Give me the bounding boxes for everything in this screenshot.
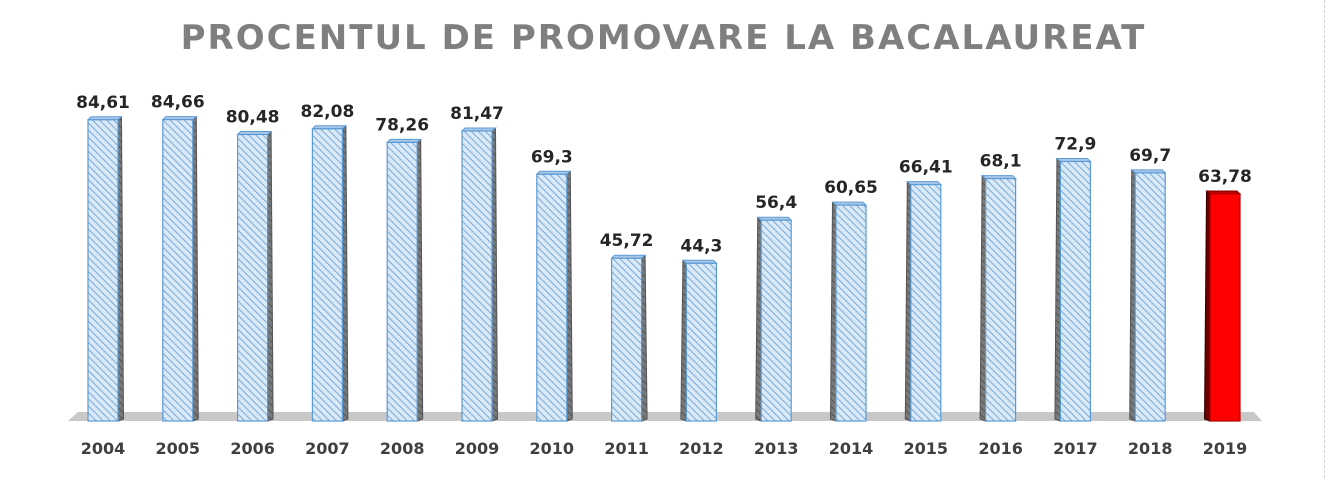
- bar-front-2008: [386, 141, 418, 422]
- bar-front-2006: [237, 133, 269, 422]
- bar-side-2005: [192, 116, 199, 422]
- value-label-2006: 80,48: [226, 107, 280, 127]
- bar-side-2016: [979, 175, 987, 422]
- bar-front-2019: [1209, 193, 1241, 422]
- x-tick-label-2012: 2012: [679, 439, 724, 458]
- x-tick-label-2006: 2006: [230, 439, 275, 458]
- x-tick-label-2008: 2008: [380, 439, 425, 458]
- bar-front-2012: [685, 262, 718, 422]
- bar-2013: [755, 216, 793, 422]
- value-label-2013: 56,4: [755, 193, 797, 213]
- bar-front-2018: [1134, 172, 1166, 422]
- x-tick-label-2004: 2004: [81, 439, 126, 458]
- x-tick-label-2005: 2005: [156, 439, 201, 458]
- bar-front-2015: [910, 183, 942, 422]
- value-label-2012: 44,3: [680, 236, 722, 256]
- x-tick-label-2015: 2015: [904, 439, 949, 458]
- value-label-2005: 84,66: [151, 93, 205, 113]
- bar-front-2007: [311, 128, 343, 422]
- bar-2005: [161, 116, 199, 422]
- x-tick-label-2009: 2009: [455, 439, 500, 458]
- value-label-2011: 45,72: [600, 231, 654, 251]
- bar-front-2013: [760, 219, 792, 422]
- bar-side-2013: [755, 217, 762, 422]
- x-tick-label-2007: 2007: [305, 439, 350, 458]
- x-tick-label-2018: 2018: [1128, 439, 1173, 458]
- value-label-2007: 82,08: [301, 102, 355, 122]
- chart-floor: [68, 412, 1262, 421]
- x-tick-label-2016: 2016: [978, 439, 1023, 458]
- bar-2018: [1129, 169, 1167, 422]
- bar-side-2018: [1129, 170, 1136, 422]
- x-tick-label-2013: 2013: [754, 439, 799, 458]
- bar-2015: [904, 181, 943, 422]
- bar-front-2004: [87, 119, 119, 422]
- bar-side-2014: [829, 202, 837, 422]
- page-edge-divider: [1323, 0, 1325, 478]
- value-label-2009: 81,47: [450, 104, 504, 124]
- value-label-2014: 60,65: [824, 178, 878, 198]
- bar-side-2017: [1054, 158, 1061, 422]
- bar-2008: [385, 138, 424, 422]
- bar-side-2004: [117, 116, 125, 422]
- value-label-2010: 69,3: [531, 147, 573, 167]
- bar-side-2011: [641, 255, 648, 422]
- bar-2004: [86, 116, 125, 422]
- bar-front-2016: [984, 177, 1017, 422]
- bar-2019: [1203, 190, 1242, 422]
- bar-2017: [1054, 157, 1092, 422]
- bar-side-2006: [267, 131, 274, 422]
- value-label-2018: 69,7: [1129, 146, 1171, 166]
- x-tick-label-2010: 2010: [530, 439, 575, 458]
- x-tick-label-2011: 2011: [604, 439, 649, 458]
- value-label-2019: 63,78: [1198, 167, 1252, 187]
- bar-front-2010: [536, 173, 568, 422]
- bar-side-2008: [416, 139, 424, 422]
- x-tick-label-2017: 2017: [1053, 439, 1098, 458]
- value-label-2008: 78,26: [375, 115, 429, 135]
- bar-side-2007: [341, 125, 349, 422]
- bar-2006: [236, 130, 274, 422]
- bar-2016: [979, 175, 1017, 422]
- bars-layer: [86, 116, 1242, 422]
- bar-front-2014: [835, 204, 867, 422]
- bar-2010: [535, 170, 573, 422]
- bar-front-2017: [1059, 160, 1092, 422]
- bar-front-2011: [610, 257, 643, 422]
- bar-side-2012: [680, 260, 687, 422]
- bar-2011: [610, 254, 648, 422]
- x-axis: 2004 2005 2006 2007 2008 2009 2010 2011 2012 2013…: [81, 439, 1248, 458]
- bar-2014: [829, 201, 868, 422]
- value-label-2017: 72,9: [1054, 134, 1096, 154]
- x-tick-label-2014: 2014: [829, 439, 874, 458]
- bar-side-2015: [904, 181, 912, 422]
- value-label-2016: 68,1: [980, 152, 1022, 172]
- bar-side-2019: [1203, 191, 1211, 422]
- bar-front-2009: [461, 130, 493, 422]
- value-label-2015: 66,41: [899, 158, 953, 178]
- x-tick-label-2019: 2019: [1203, 439, 1248, 458]
- bar-2007: [311, 125, 349, 422]
- bar-side-2009: [491, 128, 499, 422]
- value-label-2004: 84,61: [76, 93, 130, 113]
- bar-front-2005: [162, 119, 194, 422]
- bar-side-2010: [566, 171, 573, 422]
- bar-2012: [680, 259, 718, 422]
- value-labels-layer: 84,61 84,66 80,48 82,08 78,26 81,47 69,3 45,72 4…: [76, 93, 1252, 257]
- chart-title: PROCENTUL DE PROMOVARE LA BACALAUREAT: [180, 18, 1147, 58]
- bar-2009: [460, 127, 499, 422]
